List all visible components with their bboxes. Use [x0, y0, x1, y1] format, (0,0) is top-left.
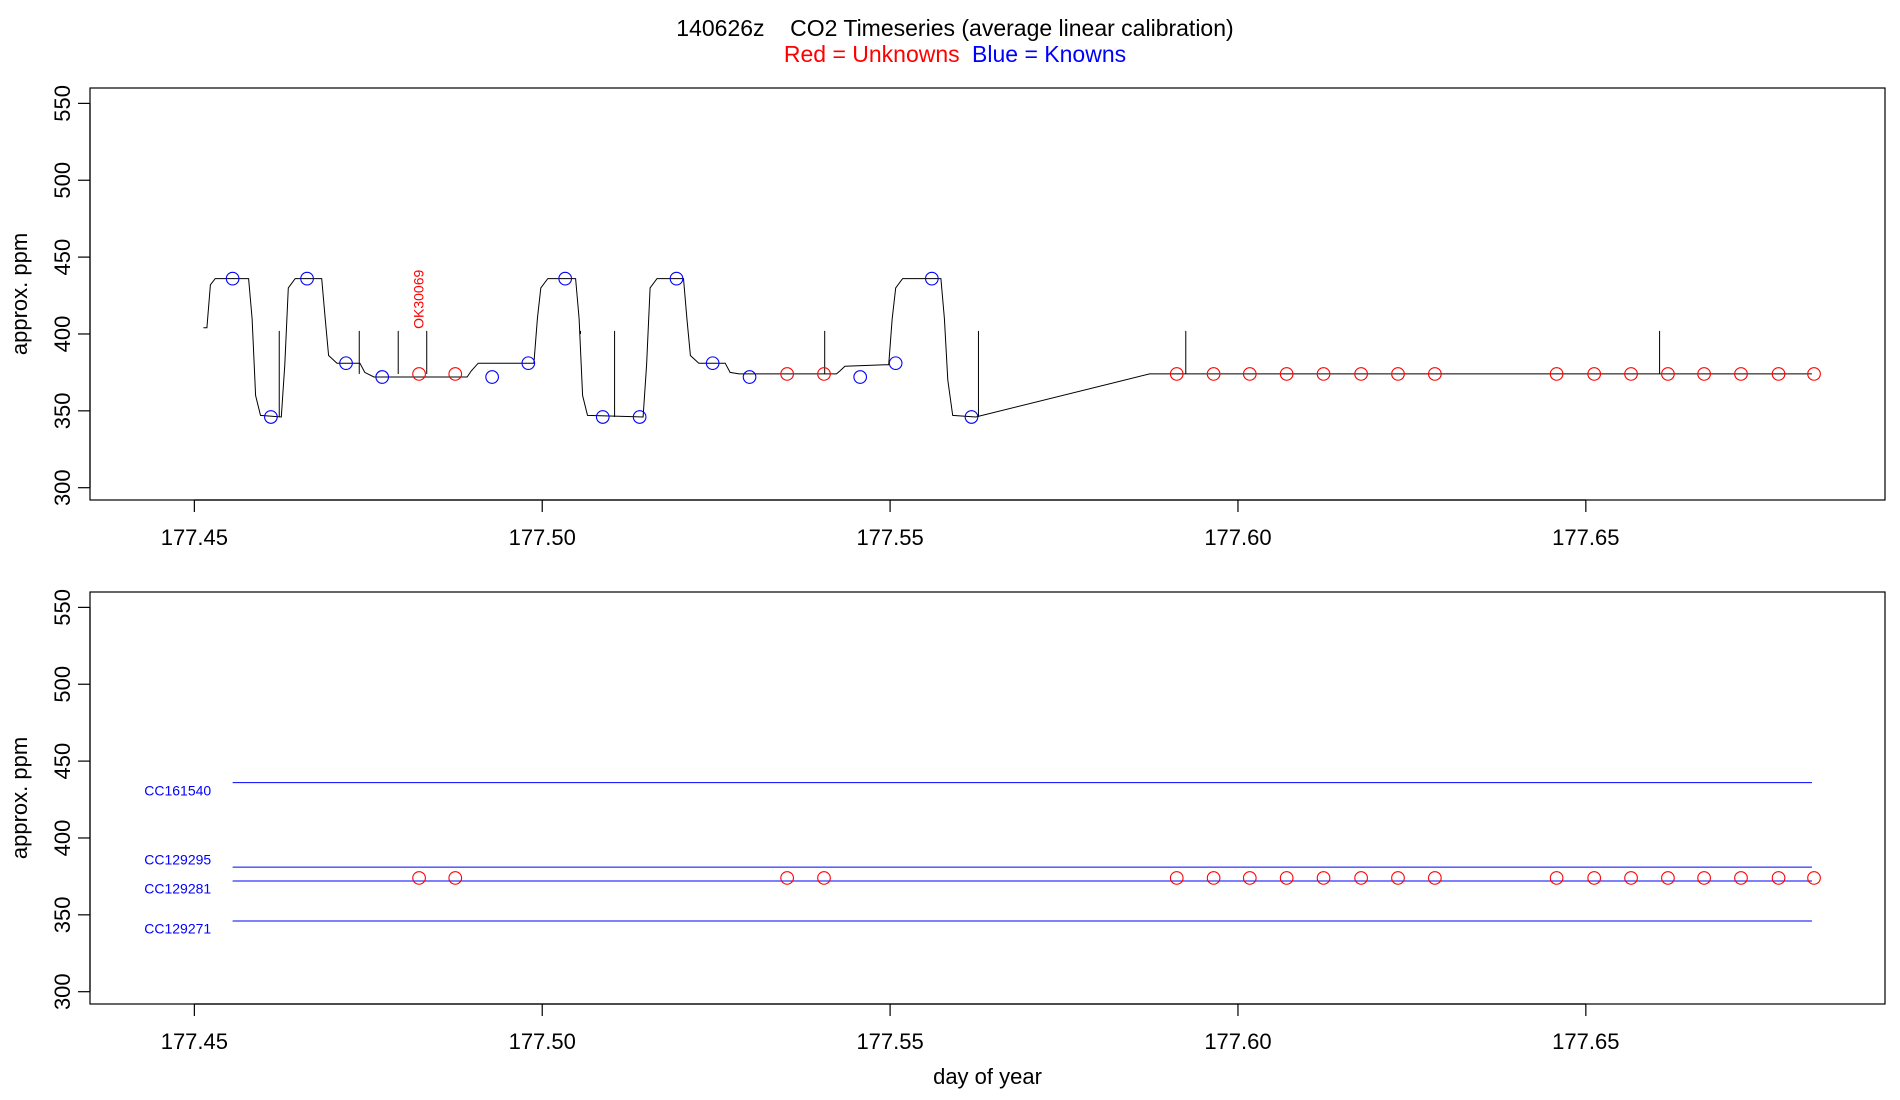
known-point: [632, 410, 647, 424]
unknown-point: [1734, 367, 1748, 381]
known-point: [225, 271, 240, 286]
unknown-point: [1697, 367, 1711, 381]
known-point: [375, 370, 390, 384]
unknown-point: [1624, 871, 1638, 885]
y-tick-label: 400: [50, 316, 75, 353]
unknown-point: [1587, 367, 1602, 381]
unknown-point: [448, 871, 463, 885]
y-tick-label: 550: [50, 589, 75, 626]
unknown-point: [1549, 871, 1564, 885]
unknown-point: [1771, 871, 1786, 885]
unknown-point: [1279, 871, 1294, 885]
standard-label: CC129281: [144, 881, 211, 897]
y-tick-label: 400: [50, 820, 75, 857]
known-point: [853, 370, 868, 384]
x-tick-label: 177.65: [1552, 525, 1619, 550]
x-tick-label: 177.45: [161, 525, 228, 550]
unknown-point: [448, 367, 463, 381]
unknown-point: [412, 367, 426, 381]
unknown-point: [1169, 871, 1184, 885]
y-tick-label: 450: [50, 743, 75, 780]
unknown-point: [1279, 367, 1294, 381]
unknown-point: [1316, 871, 1331, 885]
known-point: [669, 271, 684, 286]
unknown-point: [1169, 367, 1184, 381]
x-tick-label: 177.60: [1204, 1029, 1271, 1054]
y-tick-label: 550: [50, 85, 75, 122]
x-tick-label: 177.45: [161, 1029, 228, 1054]
y-tick-label: 300: [50, 973, 75, 1010]
y-tick-label: 450: [50, 239, 75, 276]
bottom-standards-panel: 300 350 400 450 500 550 177.45 177.50 177.55 177.…: [7, 589, 1886, 1089]
unknown-point: [1428, 871, 1442, 885]
unknown-point: [817, 367, 831, 381]
unknown-point: [1428, 367, 1442, 381]
unknown-point: [1391, 871, 1405, 885]
x-tick-label: 177.55: [856, 1029, 923, 1054]
co2-trace-line: [203, 278, 1812, 418]
unknown-point: [1807, 871, 1821, 885]
y-tick-label: 350: [50, 392, 75, 429]
known-point: [888, 356, 903, 371]
unknown-point: [817, 871, 831, 885]
y-axis-label: approx. ppm: [7, 737, 32, 859]
unknown-point: [1242, 367, 1257, 381]
unknown-point: [412, 871, 426, 885]
standard-label: CC161540: [144, 782, 211, 798]
x-tick-label: 177.55: [856, 525, 923, 550]
figure-title: 140626z CO2 Timeseries (average linear c…: [676, 15, 1233, 41]
unknown-point: [1807, 367, 1821, 381]
y-tick-label: 350: [50, 896, 75, 933]
y-axis-label: approx. ppm: [7, 233, 32, 355]
y-tick-label: 500: [50, 162, 75, 199]
unknown-point: [1771, 367, 1786, 381]
top-timeseries-panel: 300 350 400 450 500 550 177.45 177.50 177.55 177.…: [7, 85, 1886, 550]
unknown-point: [780, 871, 794, 885]
unknown-point: [1734, 871, 1748, 885]
known-point: [485, 370, 499, 384]
x-tick-label: 177.65: [1552, 1029, 1619, 1054]
unknown-point: [1549, 367, 1564, 381]
unknown-point: [1697, 871, 1711, 885]
known-point: [300, 271, 314, 286]
legend-knowns-label: Blue = Knowns: [972, 41, 1126, 67]
unknown-point: [1624, 367, 1638, 381]
unknown-point: [1206, 871, 1221, 885]
unknown-point: [780, 367, 794, 381]
unknown-point: [1661, 367, 1675, 381]
known-point: [742, 370, 757, 384]
y-tick-label: 500: [50, 666, 75, 703]
known-point: [264, 410, 278, 424]
x-tick-label: 177.60: [1204, 525, 1271, 550]
unknown-point: [1391, 367, 1405, 381]
known-point: [705, 356, 720, 371]
unknown-point: [1661, 871, 1675, 885]
figure-legend: Red = Unknowns Blue = Knowns: [784, 41, 1126, 67]
unknown-point: [1587, 871, 1602, 885]
unknown-point: [1206, 367, 1221, 381]
known-point: [558, 271, 573, 286]
unknown-point: [1354, 367, 1368, 381]
unknown-point: [1316, 367, 1331, 381]
standard-label: CC129295: [144, 851, 211, 867]
legend-unknowns-label: Red = Unknowns: [784, 41, 960, 67]
known-point: [521, 356, 536, 371]
standard-label: CC129271: [144, 921, 211, 937]
unknown-point: [1354, 871, 1368, 885]
y-tick-label: 300: [50, 469, 75, 506]
unknown-point: [1242, 871, 1257, 885]
known-point: [339, 356, 353, 371]
x-tick-label: 177.50: [509, 525, 576, 550]
x-tick-label: 177.50: [509, 1029, 576, 1054]
known-point: [964, 410, 979, 424]
sample-annotation: OK30069: [411, 270, 427, 329]
known-point: [924, 271, 939, 286]
x-axis-label: day of year: [933, 1064, 1042, 1089]
known-point: [595, 410, 610, 424]
